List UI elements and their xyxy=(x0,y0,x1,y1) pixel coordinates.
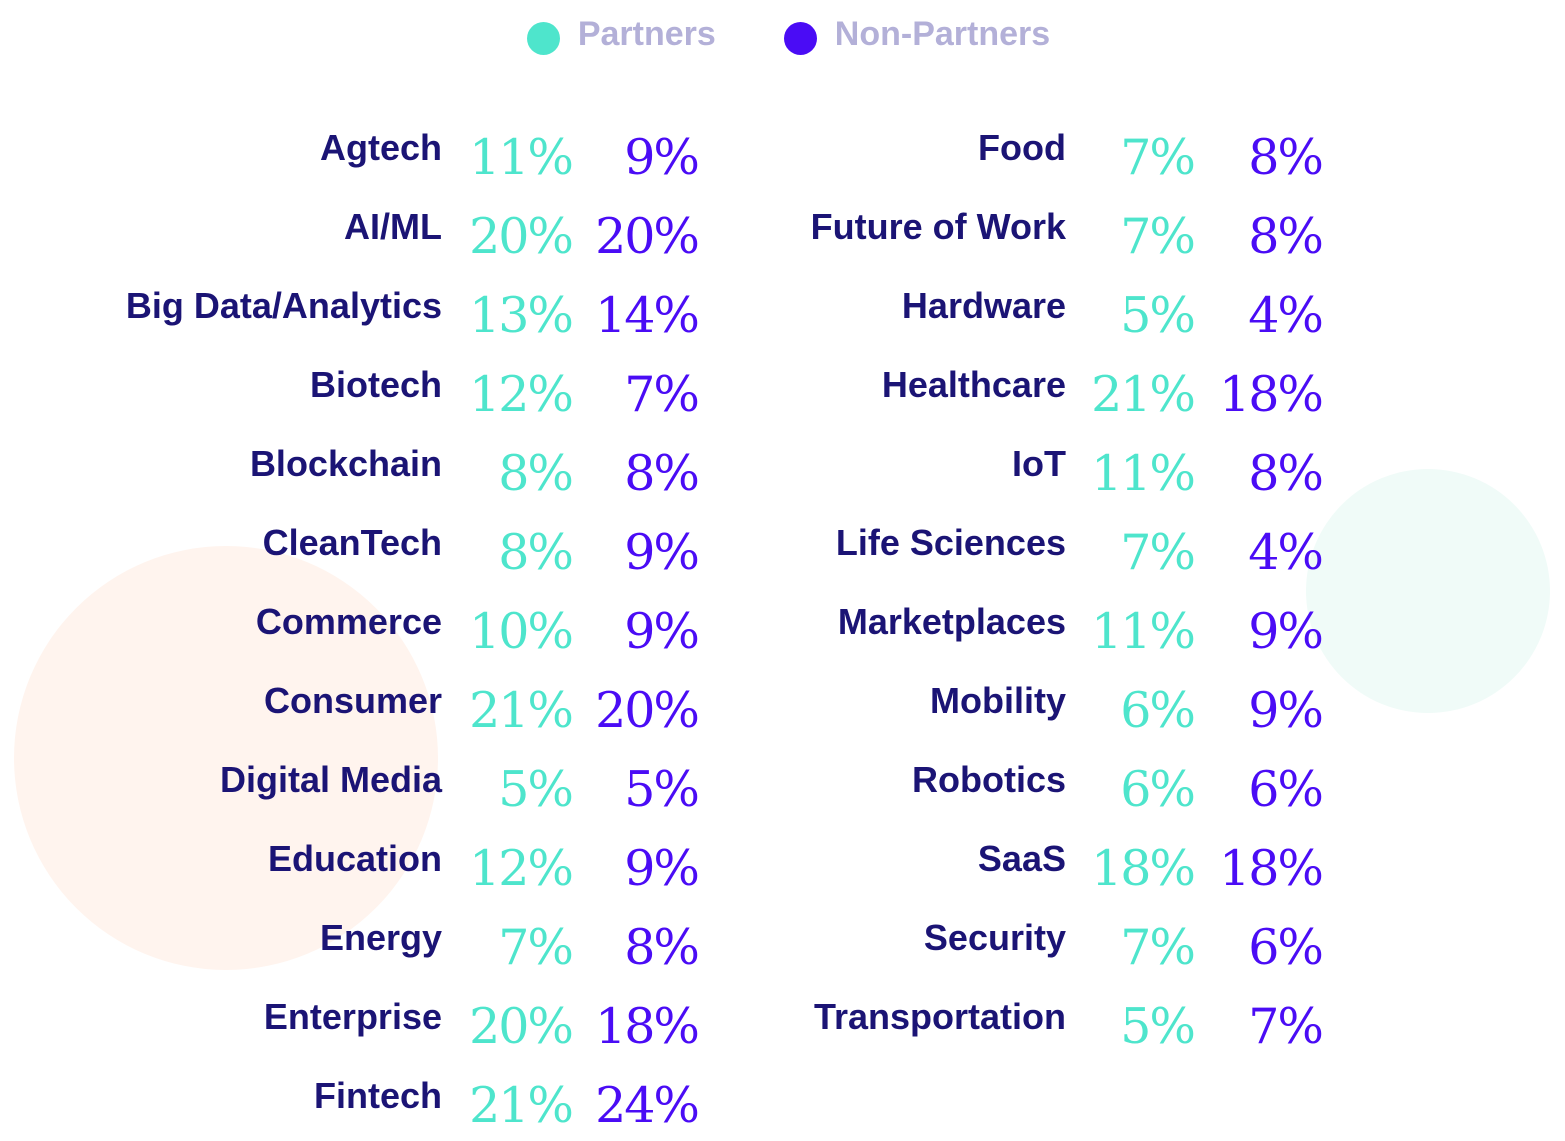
partners-value-security: 7% xyxy=(1120,919,1196,976)
sector-label-robotics: Robotics xyxy=(911,759,1066,800)
partners-value-saas: 18% xyxy=(1091,840,1196,897)
sector-label-big-data-analytics: Big Data/Analytics xyxy=(125,285,442,326)
sector-label-enterprise: Enterprise xyxy=(263,996,442,1037)
non-partners-value-digital-media: 5% xyxy=(624,761,700,818)
decorative-peach-circle xyxy=(14,546,438,970)
sector-label-food: Food xyxy=(978,127,1066,168)
partners-value-food: 7% xyxy=(1120,129,1196,186)
partners-value-energy: 7% xyxy=(498,919,574,976)
non-partners-value-education: 9% xyxy=(624,840,700,897)
sector-label-security: Security xyxy=(923,917,1066,958)
partners-value-biotech: 12% xyxy=(469,366,574,423)
sector-label-hardware: Hardware xyxy=(901,285,1066,326)
partners-value-cleantech: 8% xyxy=(498,524,574,581)
non-partners-value-energy: 8% xyxy=(624,919,700,976)
sector-label-cleantech: CleanTech xyxy=(262,522,442,563)
non-partners-value-security: 6% xyxy=(1248,919,1324,976)
partners-value-digital-media: 5% xyxy=(498,761,574,818)
sector-label-iot: IoT xyxy=(1012,443,1066,484)
sector-label-blockchain: Blockchain xyxy=(249,443,442,484)
sector-label-healthcare: Healthcare xyxy=(881,364,1066,405)
non-partners-value-life-sciences: 4% xyxy=(1248,524,1324,581)
sector-label-agtech: Agtech xyxy=(319,127,442,168)
non-partners-value-commerce: 9% xyxy=(624,603,700,660)
non-partners-value-consumer: 20% xyxy=(595,682,700,739)
legend-label-non-partners: Non-Partners xyxy=(834,15,1051,53)
non-partners-value-mobility: 9% xyxy=(1248,682,1324,739)
partners-value-agtech: 11% xyxy=(469,129,574,186)
sector-label-biotech: Biotech xyxy=(309,364,442,405)
non-partners-value-future-of-work: 8% xyxy=(1248,208,1324,265)
partners-value-mobility: 6% xyxy=(1120,682,1196,739)
legend-dot-non-partners-icon xyxy=(783,22,817,55)
sector-label-mobility: Mobility xyxy=(930,680,1066,721)
sector-label-life-sciences: Life Sciences xyxy=(835,522,1066,563)
non-partners-value-transportation: 7% xyxy=(1248,998,1324,1055)
partners-value-healthcare: 21% xyxy=(1091,366,1196,423)
non-partners-value-saas: 18% xyxy=(1219,840,1324,897)
non-partners-value-enterprise: 18% xyxy=(595,998,700,1055)
sector-label-marketplaces: Marketplaces xyxy=(837,601,1066,642)
partners-value-enterprise: 20% xyxy=(469,998,574,1055)
legend-item-partners: Partners xyxy=(526,14,716,55)
non-partners-value-blockchain: 8% xyxy=(624,445,700,502)
non-partners-value-ai-ml: 20% xyxy=(595,208,700,265)
non-partners-value-cleantech: 9% xyxy=(624,524,700,581)
legend-label-partners: Partners xyxy=(577,15,716,53)
non-partners-value-iot: 8% xyxy=(1248,445,1324,502)
partners-value-commerce: 10% xyxy=(469,603,574,660)
non-partners-value-agtech: 9% xyxy=(624,129,700,186)
partners-value-hardware: 5% xyxy=(1120,287,1196,344)
sector-label-education: Education xyxy=(267,838,442,879)
legend-item-non-partners: Non-Partners xyxy=(783,14,1051,55)
partners-value-marketplaces: 11% xyxy=(1091,603,1196,660)
non-partners-value-biotech: 7% xyxy=(624,366,700,423)
non-partners-value-food: 8% xyxy=(1248,129,1324,186)
partners-value-education: 12% xyxy=(469,840,574,897)
sector-label-consumer: Consumer xyxy=(263,680,442,721)
partners-value-big-data-analytics: 13% xyxy=(469,287,574,344)
legend-dot-partners-icon xyxy=(526,22,560,55)
partners-value-transportation: 5% xyxy=(1120,998,1196,1055)
sector-label-saas: SaaS xyxy=(977,838,1066,879)
partners-value-consumer: 21% xyxy=(469,682,574,739)
non-partners-value-marketplaces: 9% xyxy=(1248,603,1324,660)
partners-value-robotics: 6% xyxy=(1120,761,1196,818)
non-partners-value-hardware: 4% xyxy=(1248,287,1324,344)
decorative-mint-circle xyxy=(1306,469,1550,713)
sector-label-future-of-work: Future of Work xyxy=(810,206,1066,247)
sector-label-energy: Energy xyxy=(319,917,442,958)
partners-value-life-sciences: 7% xyxy=(1120,524,1196,581)
legend: Partners Non-Partners xyxy=(0,14,1565,55)
non-partners-value-big-data-analytics: 14% xyxy=(595,287,700,344)
partners-value-future-of-work: 7% xyxy=(1120,208,1196,265)
partners-value-fintech: 21% xyxy=(469,1077,574,1134)
sector-label-ai-ml: AI/ML xyxy=(344,206,442,247)
sector-label-transportation: Transportation xyxy=(813,996,1066,1037)
partners-value-iot: 11% xyxy=(1091,445,1196,502)
non-partners-value-robotics: 6% xyxy=(1248,761,1324,818)
partners-value-blockchain: 8% xyxy=(498,445,574,502)
sector-label-commerce: Commerce xyxy=(255,601,442,642)
partners-value-ai-ml: 20% xyxy=(469,208,574,265)
non-partners-value-fintech: 24% xyxy=(595,1077,700,1134)
sector-label-fintech: Fintech xyxy=(313,1075,442,1116)
sector-label-digital-media: Digital Media xyxy=(219,759,442,800)
non-partners-value-healthcare: 18% xyxy=(1219,366,1324,423)
